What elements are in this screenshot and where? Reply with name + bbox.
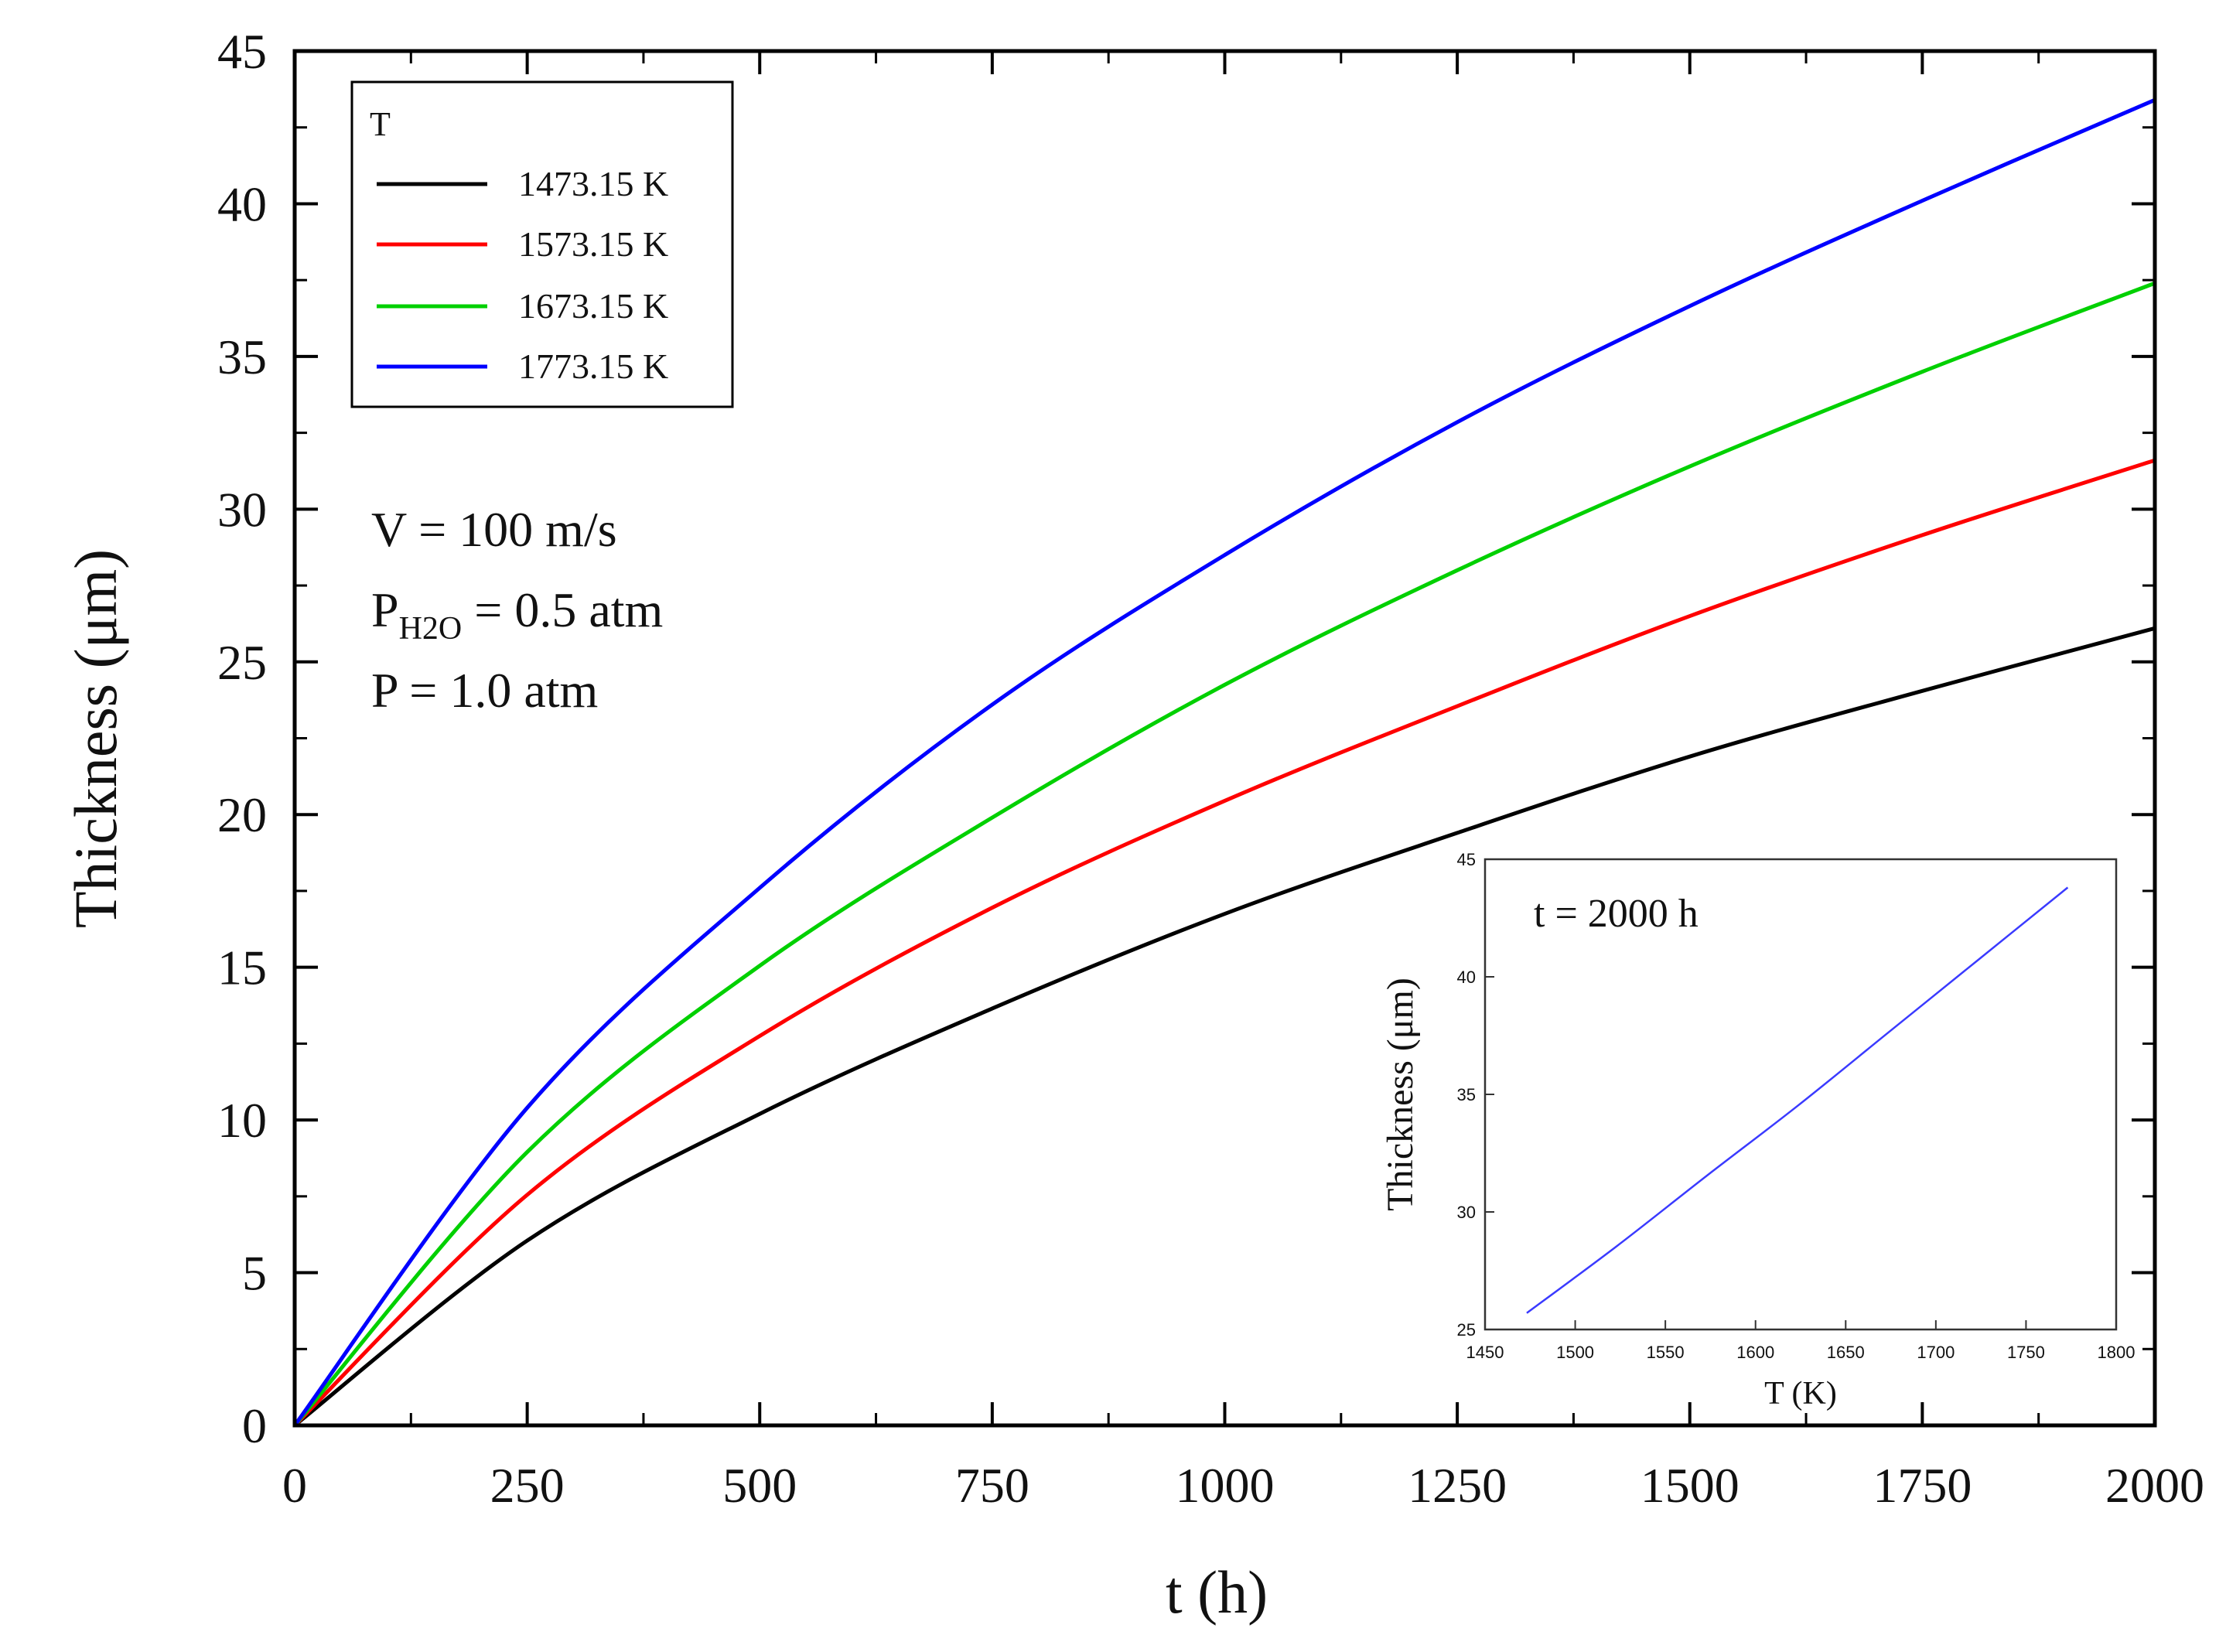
x-tick-label: 1250 xyxy=(1408,1458,1507,1513)
inset-x-tick-label: 1800 xyxy=(2098,1343,2136,1362)
main-series-layer xyxy=(292,97,2157,1428)
legend-title: T xyxy=(370,105,391,143)
inset-background xyxy=(1485,859,2116,1329)
inset-y-tick-label: 25 xyxy=(1457,1320,1476,1340)
inset-x-tick-label: 1450 xyxy=(1466,1343,1504,1362)
h2o-pressure-annotation: PH2O = 0.5 atm xyxy=(371,582,663,647)
y-tick-label: 40 xyxy=(217,176,267,231)
inset-x-tick-label: 1550 xyxy=(1647,1343,1685,1362)
inset-y-axis-title: Thickness (μm) xyxy=(1380,978,1421,1211)
y-tick-label: 30 xyxy=(217,482,267,537)
inset-y-tick-label: 45 xyxy=(1457,850,1476,869)
h2o-pressure-suffix: = 0.5 atm xyxy=(462,582,663,637)
y-tick-label: 20 xyxy=(217,787,267,842)
y-tick-label: 0 xyxy=(242,1398,267,1453)
legend-label-1473: 1473.15 K xyxy=(518,164,668,203)
series-line-1573-15-k xyxy=(292,458,2157,1428)
legend: T 1473.15 K 1573.15 K 1673.15 K 1773.15 … xyxy=(350,80,734,408)
main-x-axis-title: t (h) xyxy=(1166,1558,1268,1626)
inset-title: t = 2000 h xyxy=(1534,892,1699,936)
y-tick-label: 5 xyxy=(242,1246,267,1301)
main-y-axis-title: Thickness (μm) xyxy=(62,549,129,928)
x-tick-label: 1000 xyxy=(1176,1458,1275,1513)
x-tick-label: 1500 xyxy=(1640,1458,1739,1513)
legend-label-1773: 1773.15 K xyxy=(518,346,668,386)
inset-y-tick-label: 40 xyxy=(1457,968,1476,987)
inset-chart: 1450 1500 1550 1600 1650 1700 1750 1800 25 30 35 40… xyxy=(1380,850,2135,1411)
x-tick-label: 1750 xyxy=(1873,1458,1972,1513)
inset-series-line xyxy=(1526,886,2069,1314)
inset-x-tick-label: 1650 xyxy=(1827,1343,1865,1362)
legend-label-1573: 1573.15 K xyxy=(518,224,668,264)
x-tick-label: 500 xyxy=(722,1458,797,1513)
x-tick-label: 2000 xyxy=(2105,1458,2204,1513)
conditions-annotation: V = 100 m/s PH2O = 0.5 atm P = 1.0 atm xyxy=(371,502,663,718)
series-line-1673-15-k xyxy=(292,281,2157,1428)
inset-axis-ticks: 1450 1500 1550 1600 1650 1700 1750 1800 25 30 35 40… xyxy=(1457,850,2136,1362)
inset-x-tick-label: 1700 xyxy=(1917,1343,1955,1362)
velocity-annotation: V = 100 m/s xyxy=(371,502,617,557)
legend-label-1673: 1673.15 K xyxy=(518,286,668,326)
series-line-1473-15-k xyxy=(292,626,2157,1428)
y-tick-label: 25 xyxy=(217,635,267,690)
total-pressure-annotation: P = 1.0 atm xyxy=(371,663,598,718)
x-tick-label: 750 xyxy=(955,1458,1029,1513)
inset-series-layer xyxy=(1526,886,2069,1314)
series-line-1773-15-k xyxy=(292,97,2157,1428)
x-tick-label: 250 xyxy=(490,1458,565,1513)
y-tick-label: 15 xyxy=(217,940,267,995)
inset-y-tick-label: 35 xyxy=(1457,1085,1476,1104)
h2o-pressure-subscript: H2O xyxy=(399,611,463,647)
y-tick-label: 45 xyxy=(217,24,267,79)
y-tick-label: 10 xyxy=(217,1093,267,1148)
inset-x-tick-label: 1500 xyxy=(1556,1343,1594,1362)
x-tick-label: 0 xyxy=(282,1458,307,1513)
main-axis-ticks: 0 250 500 750 1000 1250 1500 1750 2000 0 5 10 15 20 25… xyxy=(217,24,2204,1513)
inset-x-tick-label: 1600 xyxy=(1736,1343,1774,1362)
inset-x-tick-label: 1750 xyxy=(2007,1343,2045,1362)
inset-x-axis-title: T (K) xyxy=(1764,1376,1837,1411)
inset-y-tick-label: 30 xyxy=(1457,1203,1476,1222)
y-tick-label: 35 xyxy=(217,329,267,384)
h2o-pressure-prefix: P xyxy=(371,582,399,637)
main-chart: 0 250 500 750 1000 1250 1500 1750 2000 0 5 10 15 20 25… xyxy=(62,24,2204,1626)
